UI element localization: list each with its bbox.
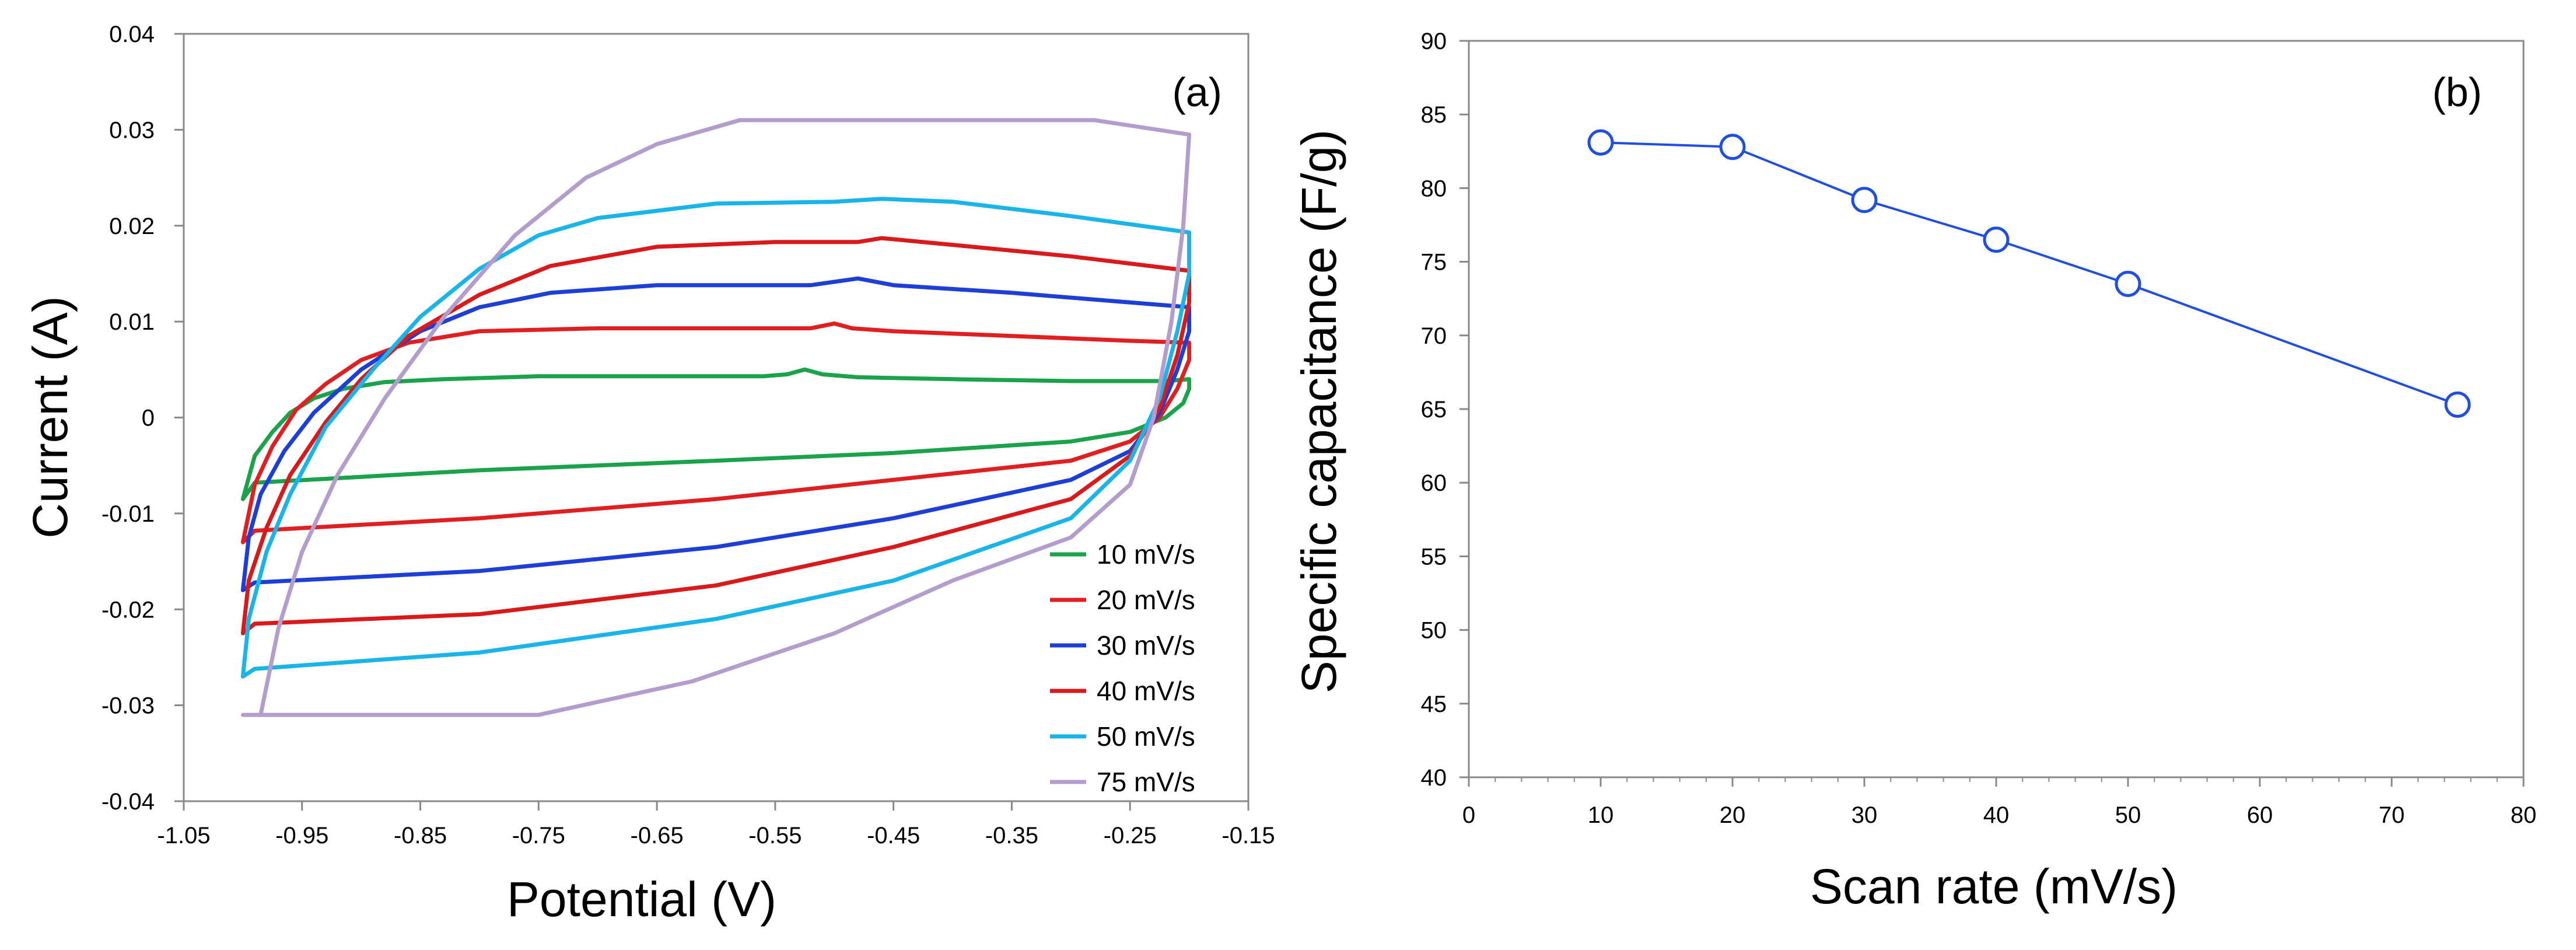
panel-a-x-axis-title: Potential (V): [507, 872, 776, 927]
panel-b-specific-capacitance: 0 10 20 30 40 50 60 70 80 40 45 50 55 60 65 70 75 80 85 90…: [1292, 29, 2536, 914]
panel-b-series: [1587, 129, 2471, 418]
series-line-capacitance: [1600, 141, 2458, 406]
panel-a-label: (a): [1172, 69, 1222, 115]
panel-a-y-tick-label: 0.01: [109, 309, 155, 335]
legend-label-30-mv-s: 30 mV/s: [1097, 630, 1195, 661]
panel-a-x-tick-label: -0.75: [512, 823, 565, 848]
panel-a-y-tick-label: 0.03: [109, 117, 155, 143]
legend-label-10-mv-s: 10 mV/s: [1097, 539, 1195, 570]
legend-label-40-mv-s: 40 mV/s: [1097, 676, 1195, 706]
panel-a-y-tick-label: 0: [142, 406, 155, 431]
panel-a-y-tick-label: 0.04: [109, 22, 155, 47]
panel-b-y-axis-title: Specific capacitance (F/g): [1292, 130, 1346, 693]
panel-a-x-tick-label: -1.05: [157, 823, 210, 848]
panel-b-x-axis-title: Scan rate (mV/s): [1810, 859, 2178, 914]
panel-b-y-tick-label: 90: [1421, 29, 1447, 54]
panel-b-x-tick-label: 20: [1720, 802, 1746, 828]
panel-b-y-tick-label: 80: [1421, 176, 1447, 201]
data-point-scan-50: [2115, 270, 2141, 297]
panel-a-cyclic-voltammetry: -1.05 -0.95 -0.85 -0.75 -0.65 -0.55 -0.45 -0.35…: [23, 22, 1275, 927]
panel-a-series: [240, 118, 1192, 717]
panel-a-y-tick-label: -0.04: [102, 789, 155, 815]
panel-a-x-tick-label: -0.15: [1222, 823, 1275, 848]
panel-a-x-tick-label: -0.35: [985, 823, 1038, 848]
panel-a-x-ticks: -1.05 -0.95 -0.85 -0.75 -0.65 -0.55 -0.45 -0.35…: [157, 801, 1275, 848]
panel-b-label: (b): [2432, 69, 2482, 115]
panel-a-legend: 10 mV/s 20 mV/s 30 mV/s 40 mV/s 50 mV/s 75 mV…: [1050, 539, 1195, 797]
panel-b-x-ticks: 0 10 20 30 40 50 60 70 80: [1462, 777, 2536, 828]
data-point-scan-10: [1587, 129, 1614, 156]
panel-b-y-tick-label: 60: [1421, 470, 1447, 496]
series-line-50-mv-s: [240, 197, 1192, 679]
panel-b-x-tick-label: 60: [2247, 802, 2273, 828]
panel-b-x-tick-label: 30: [1852, 802, 1878, 828]
data-point-scan-75: [2444, 391, 2471, 418]
legend-label-20-mv-s: 20 mV/s: [1097, 585, 1195, 615]
panel-b-y-ticks: 40 45 50 55 60 65 70 75 80 85 90: [1421, 29, 1469, 791]
legend-label-50-mv-s: 50 mV/s: [1097, 721, 1195, 752]
panel-b-y-tick-label: 85: [1421, 102, 1447, 128]
panel-a-x-tick-label: -0.25: [1104, 823, 1157, 848]
panel-b-y-tick-label: 75: [1421, 250, 1447, 275]
panel-b-x-tick-label: 80: [2511, 802, 2537, 828]
panel-a-x-tick-label: -0.95: [275, 823, 328, 848]
panel-b-y-tick-label: 40: [1421, 765, 1447, 791]
panel-a-y-tick-label: -0.01: [102, 501, 155, 527]
series-line-40-mv-s: [240, 236, 1192, 635]
legend-label-75-mv-s: 75 mV/s: [1097, 767, 1195, 797]
data-point-scan-20: [1719, 134, 1746, 160]
panel-a-y-axis-title: Current (A): [23, 296, 78, 538]
series-line-10-mv-s: [240, 367, 1192, 501]
data-point-scan-30: [1851, 187, 1878, 214]
panel-a-x-tick-label: -0.55: [748, 823, 802, 848]
panel-a-y-tick-label: -0.03: [102, 693, 155, 719]
series-line-20-mv-s: [240, 321, 1192, 544]
series-line-75-mv-s: [240, 118, 1192, 717]
panel-b-y-tick-label: 65: [1421, 397, 1447, 422]
panel-b-y-tick-label: 45: [1421, 691, 1447, 717]
data-point-scan-40: [1983, 226, 2010, 253]
panel-a-y-ticks: -0.04 -0.03 -0.02 -0.01 0 0.01 0.02 0.03 0.04: [102, 22, 184, 815]
panel-b-x-tick-label: 70: [2379, 802, 2405, 828]
panel-b-x-tick-label: 50: [2115, 802, 2141, 828]
panel-a-y-tick-label: 0.02: [109, 214, 155, 239]
series-line-30-mv-s: [240, 276, 1192, 592]
panel-a-y-tick-label: -0.02: [102, 597, 155, 623]
panel-b-y-tick-label: 70: [1421, 323, 1447, 349]
panel-a-x-tick-label: -0.85: [394, 823, 447, 848]
panel-a-x-tick-label: -0.45: [867, 823, 920, 848]
panel-b-y-tick-label: 55: [1421, 544, 1447, 570]
panel-b-y-tick-label: 50: [1421, 618, 1447, 644]
panel-a-x-tick-label: -0.65: [631, 823, 684, 848]
panel-b-x-tick-label: 40: [1983, 802, 2010, 828]
panel-b-x-tick-label: 10: [1588, 802, 1614, 828]
panel-b-x-tick-label: 0: [1462, 802, 1475, 828]
